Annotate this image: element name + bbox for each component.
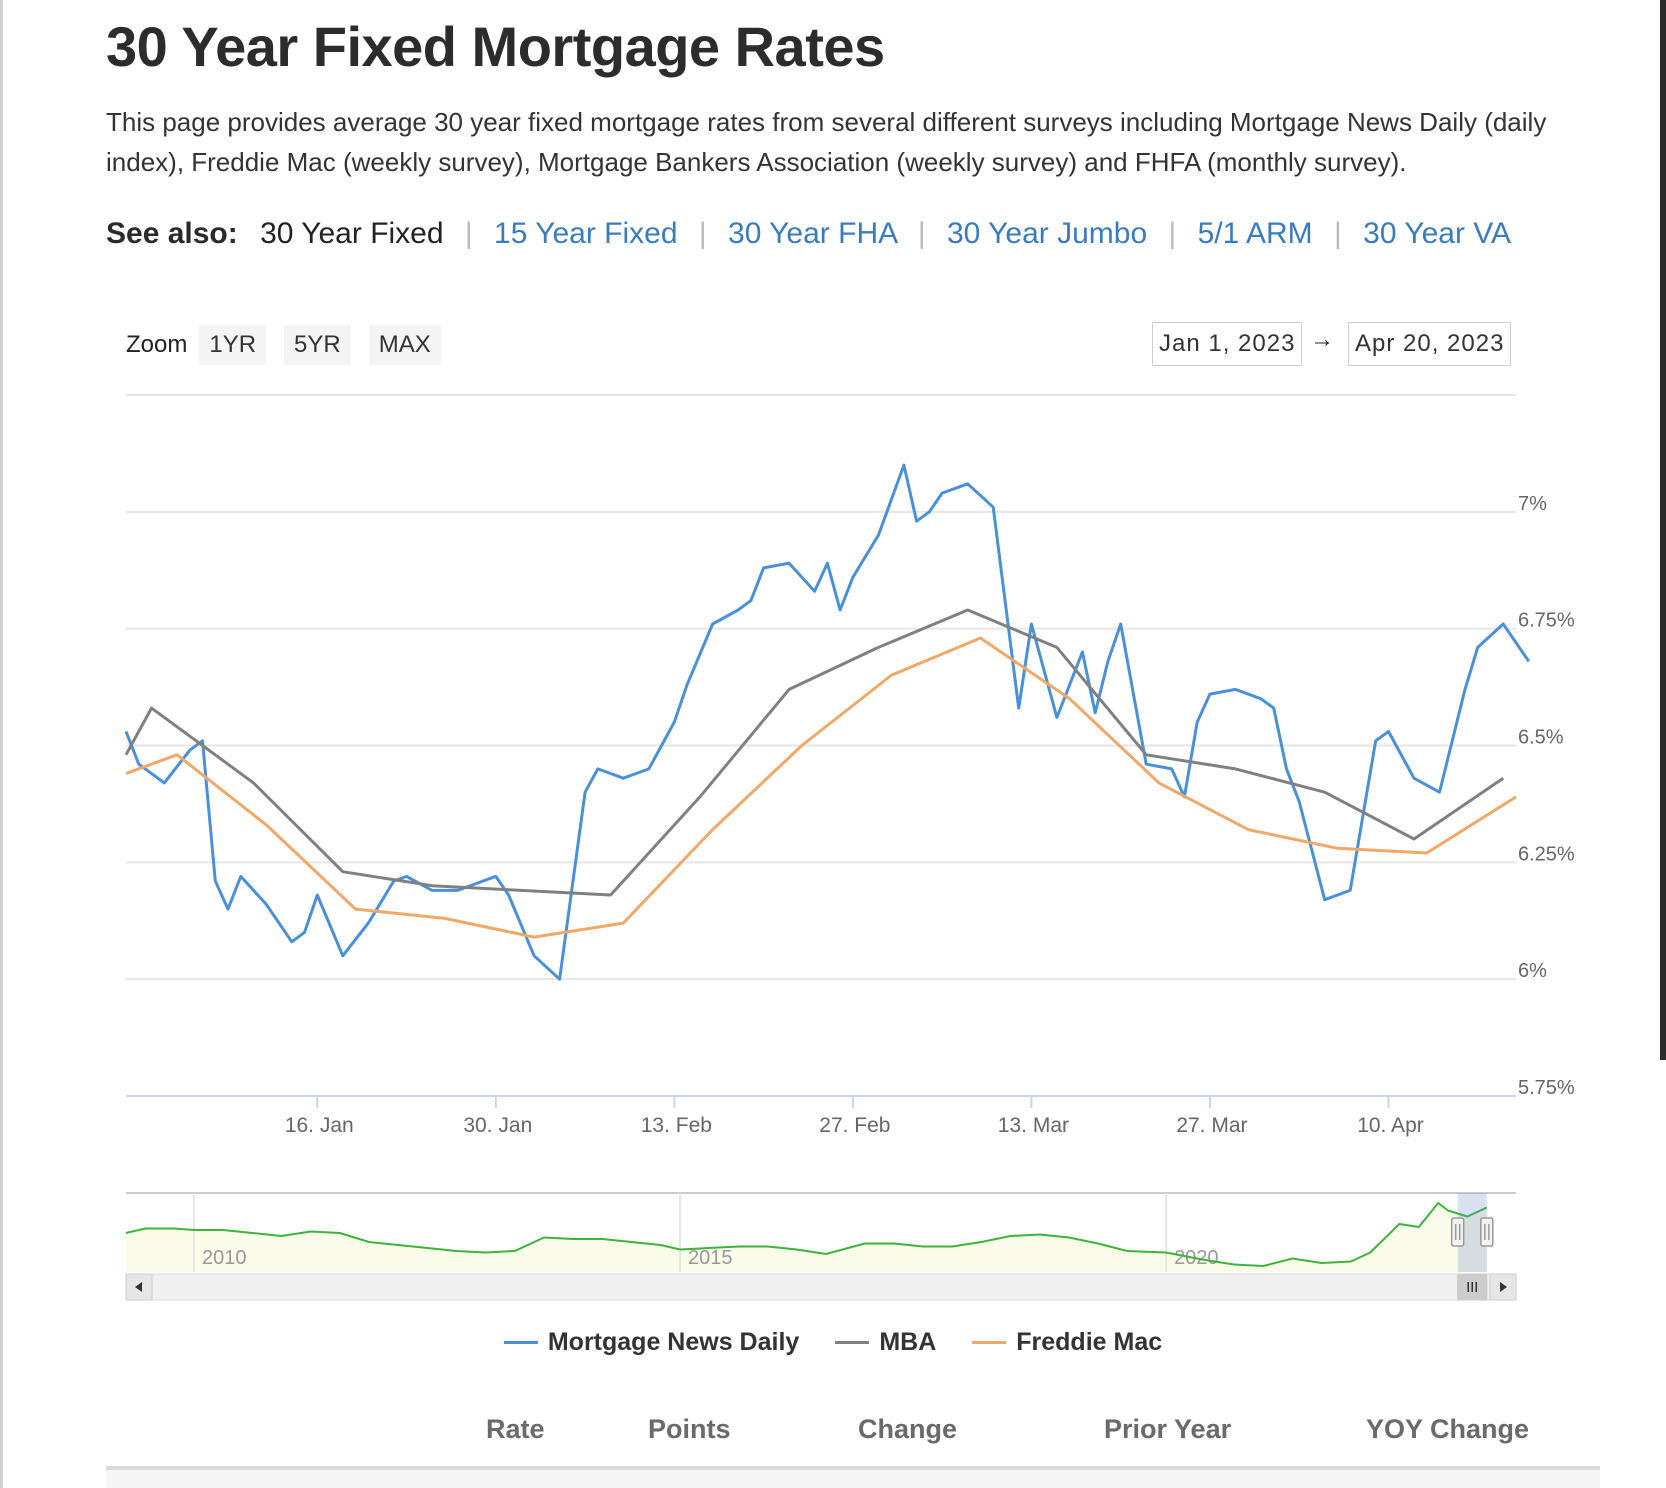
table-header-rate: Rate xyxy=(486,1414,545,1444)
y-tick-label: 6.25% xyxy=(1518,843,1575,865)
legend-label-freddie: Freddie Mac xyxy=(1016,1328,1163,1356)
legend-swatch-mba xyxy=(835,1341,870,1344)
separator: | xyxy=(698,217,707,250)
link-30-year-fha[interactable]: 30 Year FHA xyxy=(728,217,897,250)
table-header-points: Points xyxy=(648,1414,731,1444)
navigator-area xyxy=(126,1203,1487,1272)
scrollbar-left-button xyxy=(125,1273,153,1301)
link-5-1-arm[interactable]: 5/1 ARM xyxy=(1197,217,1313,250)
navigator-year-label: 2010 xyxy=(202,1247,247,1269)
range-arrow: → xyxy=(1310,326,1334,353)
table-header-yoy-change: YOY Change xyxy=(1366,1414,1530,1444)
zoom-5yr-button[interactable]: 5YR xyxy=(284,325,351,365)
y-tick-label: 7% xyxy=(1518,493,1547,515)
intro-text: This page provides average 30 year fixed… xyxy=(106,107,1547,177)
legend-item-mnd[interactable]: Mortgage News Daily xyxy=(503,1328,800,1357)
page-title: 30 Year Fixed Mortgage Rates xyxy=(106,15,885,78)
zoom-1yr-button[interactable]: 1YR xyxy=(199,325,267,365)
mnd-series-line xyxy=(124,463,1531,981)
y-tick-label: 6.5% xyxy=(1518,727,1564,749)
legend-item-freddie[interactable]: Freddie Mac xyxy=(972,1328,1162,1357)
link-30-year-jumbo[interactable]: 30 Year Jumbo xyxy=(946,217,1148,250)
table-first-row xyxy=(106,1470,1600,1488)
separator: | xyxy=(1168,217,1177,250)
zoom-label: Zoom xyxy=(126,331,188,358)
legend-swatch-freddie xyxy=(972,1341,1007,1344)
y-tick-label: 6% xyxy=(1518,960,1547,982)
page-frame-left xyxy=(0,0,3,1488)
table-header-change: Change xyxy=(858,1414,958,1444)
navigator-year-label: 2015 xyxy=(688,1247,733,1269)
mba-series-line xyxy=(124,608,1505,897)
chart-legend: Mortgage News Daily MBA Freddie Mac xyxy=(0,1328,1666,1357)
legend-item-mba[interactable]: MBA xyxy=(835,1328,936,1357)
zoom-bar: Zoom 1YR 5YR MAX xyxy=(126,324,459,366)
y-tick-label: 6.75% xyxy=(1518,610,1575,632)
range-from-input[interactable]: Jan 1, 2023 xyxy=(1152,322,1303,366)
see-also-label: See also: xyxy=(106,217,238,250)
legend-label-mnd: Mortgage News Daily xyxy=(547,1328,800,1356)
table-header-rule xyxy=(106,1466,1600,1470)
x-tick-label: 13. Mar xyxy=(998,1114,1069,1137)
legend-swatch-mnd xyxy=(503,1341,538,1344)
see-also-bar: See also: 30 Year Fixed | 15 Year Fixed … xyxy=(106,217,1511,251)
zoom-max-button[interactable]: MAX xyxy=(368,325,441,365)
navigator-handle xyxy=(1450,1217,1465,1247)
x-tick-label: 10. Apr xyxy=(1357,1114,1424,1137)
navigator-handle xyxy=(1480,1217,1494,1247)
legend-label-mba: MBA xyxy=(879,1328,937,1356)
link-30-year-va[interactable]: 30 Year VA xyxy=(1363,217,1512,250)
y-tick-label: 5.75% xyxy=(1518,1077,1575,1099)
freddie-series-line xyxy=(125,636,1517,939)
x-tick-label: 30. Jan xyxy=(463,1114,532,1137)
rates-chart: 5.75% 6% 6.25% 6.5% 6.75% 7% 16. Jan 30. Jan 13.… xyxy=(124,394,1575,1301)
link-15-year-fixed[interactable]: 15 Year Fixed xyxy=(494,217,678,250)
see-also-current: 30 Year Fixed xyxy=(260,217,444,250)
x-tick-label: 16. Jan xyxy=(285,1114,354,1137)
x-tick-label: 27. Mar xyxy=(1176,1114,1247,1137)
separator: | xyxy=(1334,217,1342,250)
scrollbar-left-arrow-icon xyxy=(135,1282,142,1292)
table-header-prior-year: Prior Year xyxy=(1104,1414,1232,1444)
scrollbar-track xyxy=(125,1273,1517,1301)
scrollbar-right-arrow-icon xyxy=(1500,1282,1507,1292)
navigator-series-line xyxy=(125,1201,1488,1268)
range-to-input[interactable]: Apr 20, 2023 xyxy=(1348,322,1512,366)
x-tick-label: 27. Feb xyxy=(819,1114,890,1137)
x-tick-label: 13. Feb xyxy=(641,1114,712,1137)
separator: | xyxy=(464,217,473,250)
page-frame-right xyxy=(1660,0,1666,1060)
separator: | xyxy=(917,217,926,250)
